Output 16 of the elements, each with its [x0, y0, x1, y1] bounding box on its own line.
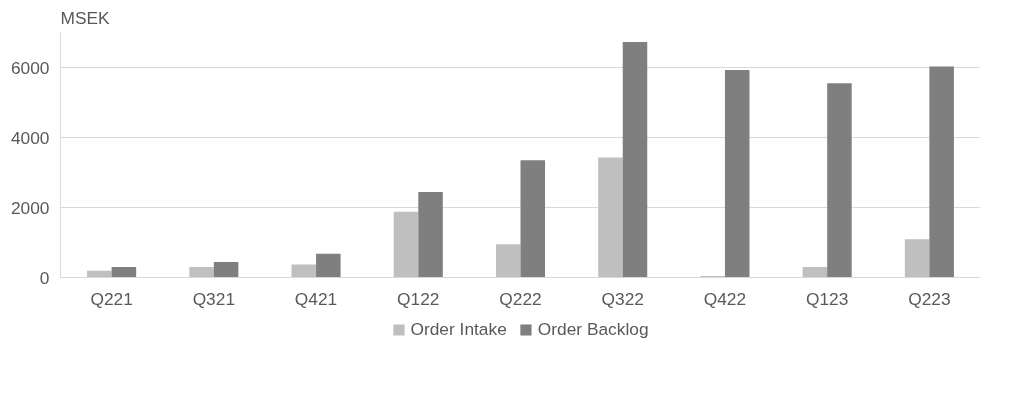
x-tick-label: Q422: [703, 288, 747, 309]
y-tick-label: 2000: [10, 197, 50, 218]
x-tick-label: Q122: [397, 288, 440, 309]
x-tick-label: Q123: [805, 288, 849, 309]
x-tick-label: Q322: [601, 288, 644, 309]
legend-label: Order Intake: [410, 318, 507, 340]
x-tick-label: Q221: [90, 288, 133, 309]
x-tick-label: Q321: [192, 288, 236, 309]
y-tick-label: 0: [39, 267, 50, 288]
legend-label: Order Backlog: [537, 318, 649, 340]
y-axis-title: MSEK: [60, 7, 111, 28]
y-tick-label: 4000: [10, 127, 50, 148]
x-tick-label: Q223: [908, 288, 951, 309]
x-tick-label: Q222: [499, 288, 542, 309]
x-tick-label: Q421: [294, 288, 338, 309]
y-tick-label: 6000: [10, 57, 50, 78]
